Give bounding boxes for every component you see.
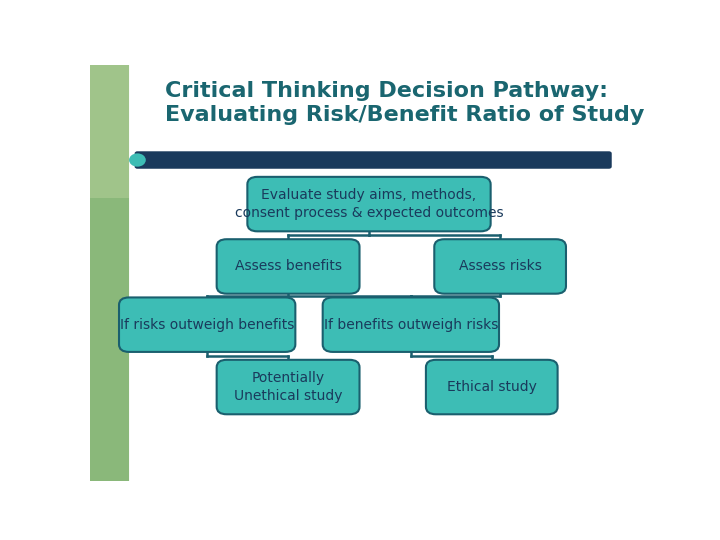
Text: Critical Thinking Decision Pathway:
Evaluating Risk/Benefit Ratio of Study: Critical Thinking Decision Pathway: Eval… xyxy=(166,82,644,125)
FancyBboxPatch shape xyxy=(434,239,566,294)
FancyBboxPatch shape xyxy=(129,57,660,489)
FancyBboxPatch shape xyxy=(217,360,359,414)
Text: If benefits outweigh risks: If benefits outweigh risks xyxy=(324,318,498,332)
Text: If risks outweigh benefits: If risks outweigh benefits xyxy=(120,318,294,332)
FancyBboxPatch shape xyxy=(248,177,490,231)
FancyBboxPatch shape xyxy=(135,151,612,168)
FancyBboxPatch shape xyxy=(426,360,557,414)
Text: Evaluate study aims, methods,
consent process & expected outcomes: Evaluate study aims, methods, consent pr… xyxy=(235,188,503,220)
FancyBboxPatch shape xyxy=(323,298,499,352)
Text: Assess benefits: Assess benefits xyxy=(235,259,341,273)
Bar xyxy=(90,65,182,198)
FancyBboxPatch shape xyxy=(119,298,295,352)
Text: Ethical study: Ethical study xyxy=(447,380,536,394)
Text: Potentially
Unethical study: Potentially Unethical study xyxy=(234,372,342,403)
Ellipse shape xyxy=(129,153,145,167)
FancyBboxPatch shape xyxy=(217,239,359,294)
Bar xyxy=(90,65,140,481)
Text: Assess risks: Assess risks xyxy=(459,259,541,273)
